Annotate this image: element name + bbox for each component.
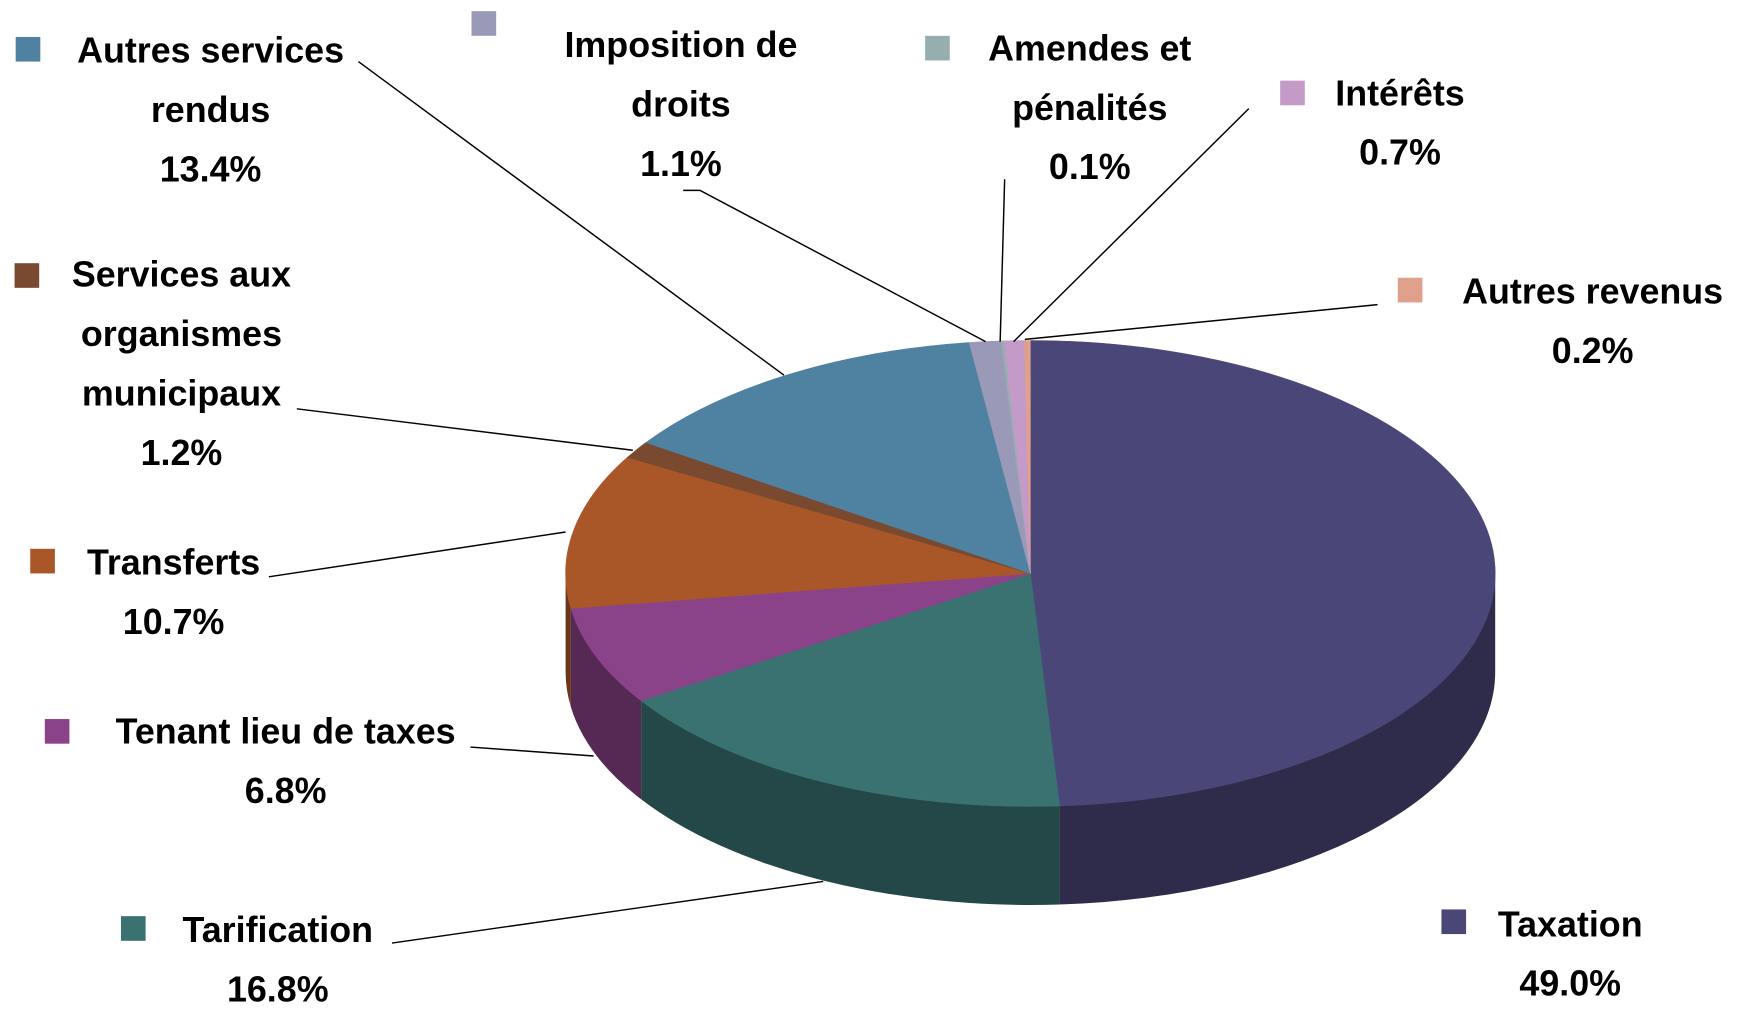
slice-label: Taxation 49.0% (1436, 895, 1705, 1014)
category-label: Tarification (182, 909, 374, 950)
value-label: 1.1% (640, 143, 722, 184)
leader-line (999, 179, 1006, 342)
category-label: Taxation (1497, 903, 1643, 945)
category-label: Imposition de droits (564, 24, 798, 125)
legend-swatch (30, 548, 55, 574)
legend-swatch (14, 263, 40, 288)
slice (645, 342, 1031, 574)
legend-swatch (44, 719, 70, 744)
value-label: 10.7% (122, 601, 225, 642)
leader-line (470, 746, 594, 757)
leader-line (296, 408, 633, 451)
leader-line (1013, 108, 1250, 343)
slice-label: Transferts 10.7% (28, 533, 319, 652)
value-label: 0.2% (1551, 330, 1634, 371)
slice-label: Services aux organismes municipaux 1.2% (47, 245, 316, 482)
slice (565, 457, 1031, 609)
slice (640, 573, 1060, 807)
value-label: 6.8% (244, 770, 327, 811)
legend-swatch (1441, 909, 1467, 935)
leader-line (268, 531, 566, 578)
category-label: Autres revenus (1462, 271, 1724, 312)
slice-label: Tenant lieu de taxes 6.8% (50, 702, 520, 821)
value-label: 16.8% (226, 968, 329, 1010)
value-label: 1.2% (140, 432, 223, 473)
slice-label: Intérêts 0.7% (1288, 64, 1512, 183)
category-label: Amendes et pénalités (988, 28, 1192, 128)
slice-label: Autres revenus 0.2% (1425, 262, 1750, 381)
slice-side (641, 700, 1060, 905)
legend-swatch (1397, 277, 1423, 303)
leader-line (357, 61, 785, 376)
category-label: Transferts (86, 542, 261, 583)
slice-side (570, 608, 642, 800)
slice-label: Amendes et pénalités 0.1% (955, 19, 1224, 197)
legend-swatch (1280, 80, 1305, 106)
value-label: 13.4% (159, 148, 262, 190)
leader-line (683, 189, 986, 343)
legend-swatch (471, 11, 497, 36)
slice-side (1059, 573, 1496, 905)
slice-label: Tarification 16.8% (132, 900, 423, 1019)
category-label: Tenant lieu de taxes (115, 711, 456, 752)
category-label: Services aux organismes municipaux (71, 254, 292, 414)
leader-line (391, 880, 824, 944)
slice (1024, 340, 1031, 574)
legend-swatch (925, 35, 950, 61)
category-label: Intérêts (1335, 72, 1465, 114)
value-label: 0.1% (1048, 146, 1131, 188)
slice-label: Imposition de droits 1.1% (524, 16, 838, 194)
value-label: 0.7% (1359, 132, 1441, 173)
slice (570, 573, 1031, 702)
slice-label: Autres services rendus 13.4% (43, 21, 379, 199)
slice (1030, 340, 1496, 807)
legend-swatch (120, 916, 146, 941)
leader-line (1024, 303, 1378, 341)
legend-swatch (15, 36, 41, 62)
category-label: Autres services rendus (77, 30, 345, 130)
value-label: 49.0% (1519, 963, 1622, 1004)
slice-side (565, 573, 571, 707)
